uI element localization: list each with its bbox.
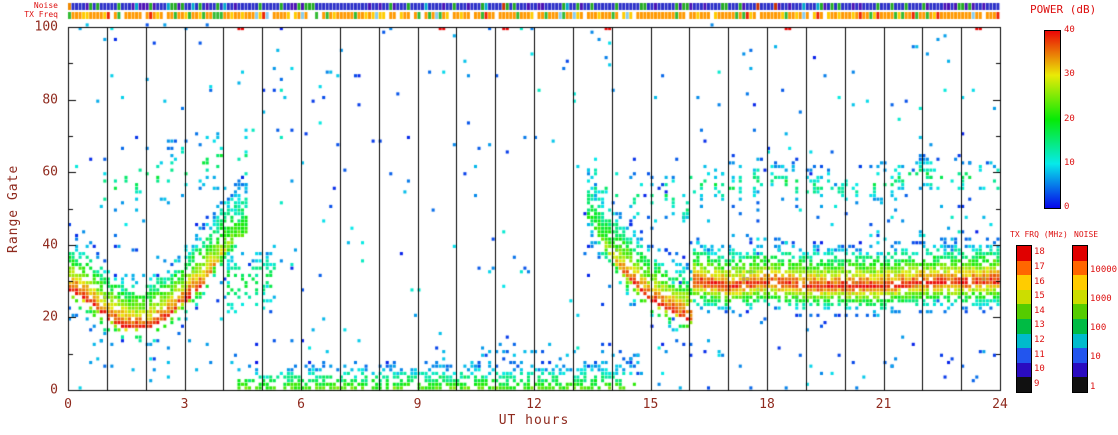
y-tick-label: 100 — [34, 19, 58, 35]
noise-colorbar-tick-label: 1 — [1090, 381, 1096, 392]
noise-colorbar-title: NOISE — [1074, 230, 1099, 239]
power-colorbar-tick-label: 30 — [1064, 69, 1075, 80]
txfrq-colorbar-title: TX FRQ (MHz) — [1010, 230, 1068, 239]
x-tick-label: 6 — [297, 397, 305, 412]
x-tick-label: 24 — [992, 397, 1008, 412]
noise-colorbar-tick-label: 10000 — [1090, 264, 1118, 275]
txfrq-colorbar-block — [1017, 377, 1031, 392]
txfrq-colorbar-tick-label: 10 — [1034, 364, 1045, 375]
noise-colorbar-tick-label: 1000 — [1090, 294, 1112, 305]
txfrq-colorbar-block — [1017, 289, 1031, 305]
noise-colorbar-tick-label: 100 — [1090, 323, 1107, 334]
txfrq-colorbar-block — [1017, 304, 1031, 319]
x-tick-label: 15 — [642, 397, 659, 412]
y-tick-label: 20 — [42, 309, 58, 325]
x-axis-title: UT hours — [498, 413, 570, 428]
txfrq-colorbar-block — [1017, 348, 1031, 363]
noise-colorbar — [1072, 245, 1088, 393]
noise-colorbar-block — [1073, 333, 1087, 349]
txfrq-colorbar-tick-label: 11 — [1034, 349, 1045, 360]
txfrq-colorbar-tick-label: 13 — [1034, 320, 1045, 331]
y-axis-title: Range Gate — [6, 164, 21, 253]
x-tick-label: 18 — [759, 397, 775, 412]
txfrq-colorbar-block — [1017, 275, 1031, 290]
txfrq-colorbar — [1016, 245, 1032, 393]
txfrq-colorbar-block — [1017, 246, 1031, 261]
noise-colorbar-block — [1073, 377, 1087, 392]
txfrq-colorbar-tick-label: 18 — [1034, 247, 1045, 258]
y-tick-label: 60 — [42, 164, 58, 180]
power-colorbar-tick-label: 40 — [1064, 25, 1075, 35]
noise-colorbar-block — [1073, 319, 1087, 334]
noise-colorbar-block — [1073, 362, 1087, 378]
txfrq-colorbar-block — [1017, 260, 1031, 276]
noise-strip-label: Noise — [33, 1, 58, 10]
txfrq-colorbar-tick-label: 9 — [1034, 378, 1040, 389]
txfrq-colorbar-tick-label: 14 — [1034, 305, 1045, 316]
power-colorbar-tick-label: 20 — [1064, 113, 1075, 124]
power-colorbar — [1044, 30, 1061, 209]
txfrq-colorbar-tick-label: 16 — [1034, 276, 1045, 287]
txfrq-colorbar-tick-label: 17 — [1034, 261, 1045, 272]
power-colorbar-tick-label: 0 — [1064, 202, 1070, 212]
y-tick-label: 80 — [42, 92, 58, 108]
x-tick-label: 9 — [413, 397, 422, 412]
noise-colorbar-block — [1073, 246, 1087, 261]
noise-colorbar-block — [1073, 348, 1087, 363]
power-colorbar-title: POWER (dB) — [1030, 3, 1097, 16]
noise-colorbar-tick-label: 10 — [1090, 352, 1101, 363]
x-tick-label: 0 — [64, 397, 72, 412]
txfreq-strip-label: TX Freq — [24, 10, 58, 19]
noise-colorbar-block — [1073, 275, 1087, 290]
x-tick-label: 3 — [180, 397, 189, 412]
x-tick-label: 21 — [875, 397, 892, 412]
noise-colorbar-block — [1073, 260, 1087, 276]
txfrq-colorbar-block — [1017, 319, 1031, 334]
txfrq-colorbar-tick-label: 12 — [1034, 334, 1045, 345]
y-tick-label: 0 — [50, 382, 58, 398]
y-tick-label: 40 — [42, 237, 58, 253]
txfrq-colorbar-tick-label: 15 — [1034, 291, 1045, 302]
txfrq-colorbar-block — [1017, 333, 1031, 349]
txfrq-colorbar-block — [1017, 362, 1031, 378]
power-colorbar-tick-label: 10 — [1064, 157, 1075, 168]
x-tick-label: 12 — [526, 397, 542, 412]
noise-colorbar-block — [1073, 304, 1087, 319]
noise-colorbar-block — [1073, 289, 1087, 305]
